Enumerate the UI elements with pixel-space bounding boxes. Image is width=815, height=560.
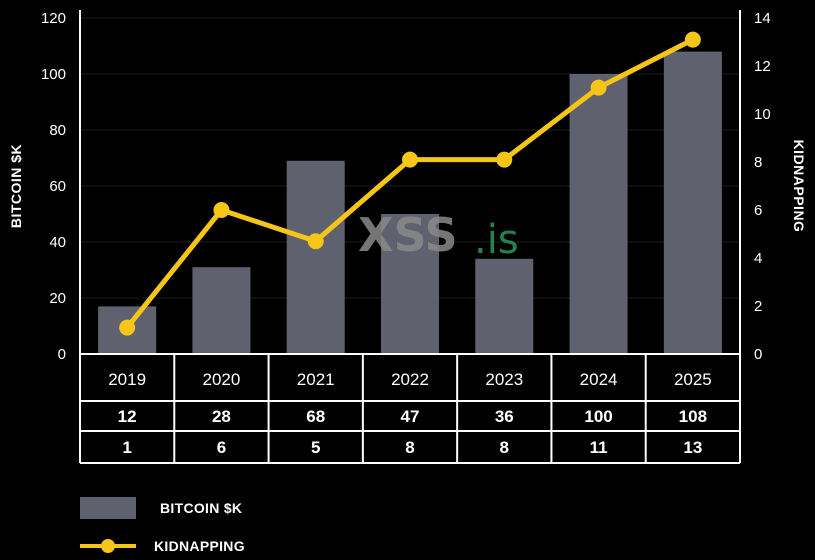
legend-item-kidnapping: KIDNAPPING bbox=[80, 535, 245, 557]
bar bbox=[569, 74, 628, 354]
bar bbox=[286, 160, 345, 354]
kidnapping-value-cell: 8 bbox=[405, 438, 414, 457]
watermark-main: XSS bbox=[358, 208, 458, 262]
y2-tick-label: 8 bbox=[754, 154, 762, 171]
bitcoin-value-cell: 12 bbox=[118, 407, 137, 426]
category-label: 2021 bbox=[297, 370, 335, 389]
line-point bbox=[684, 31, 701, 48]
category-label: 2025 bbox=[674, 370, 712, 389]
bar bbox=[475, 258, 534, 354]
kidnapping-value-cell: 13 bbox=[683, 438, 702, 457]
legend-line-swatch bbox=[80, 535, 136, 557]
y-tick-label: 0 bbox=[58, 346, 66, 363]
line-point bbox=[119, 319, 136, 336]
y-tick-label: 60 bbox=[49, 178, 66, 195]
legend-label-kidnapping: KIDNAPPING bbox=[154, 538, 245, 554]
line-point bbox=[590, 79, 607, 96]
y-tick-label: 20 bbox=[49, 290, 66, 307]
category-label: 2023 bbox=[485, 370, 523, 389]
y2-tick-label: 4 bbox=[754, 250, 762, 267]
y2-tick-label: 2 bbox=[754, 298, 762, 315]
watermark: XSS .is bbox=[358, 208, 519, 263]
bar bbox=[381, 214, 439, 354]
line-point bbox=[307, 233, 324, 250]
bar bbox=[663, 51, 722, 354]
bitcoin-value-cell: 108 bbox=[679, 407, 707, 426]
kidnapping-value-cell: 8 bbox=[500, 438, 509, 457]
bitcoin-value-cell: 68 bbox=[306, 407, 325, 426]
line-point bbox=[213, 202, 230, 218]
kidnapping-value-cell: 6 bbox=[217, 438, 226, 457]
legend-label-bitcoin: BITCOIN $K bbox=[160, 500, 243, 516]
y2-tick-label: 12 bbox=[754, 58, 771, 75]
kidnapping-value-cell: 11 bbox=[590, 438, 608, 457]
bitcoin-value-cell: 28 bbox=[212, 407, 231, 426]
category-label: 2020 bbox=[203, 370, 241, 389]
y2-tick-label: 6 bbox=[754, 202, 762, 219]
kidnapping-value-cell: 1 bbox=[122, 438, 131, 457]
line-point bbox=[496, 151, 513, 168]
kidnapping-value-cell: 5 bbox=[311, 438, 320, 457]
category-label: 2022 bbox=[391, 370, 429, 389]
category-label: 2019 bbox=[108, 370, 146, 389]
y2-tick-label: 14 bbox=[754, 10, 771, 27]
bitcoin-value-cell: 47 bbox=[401, 407, 420, 426]
legend-item-bitcoin: BITCOIN $K bbox=[80, 497, 242, 519]
category-label: 2024 bbox=[580, 370, 618, 389]
y2-axis-title: KIDNAPPING bbox=[791, 140, 807, 233]
y-tick-label: 80 bbox=[49, 122, 66, 139]
y-tick-label: 40 bbox=[49, 234, 66, 251]
y-tick-label: 120 bbox=[41, 10, 66, 27]
watermark-suffix: .is bbox=[474, 217, 519, 263]
bitcoin-value-cell: 36 bbox=[495, 407, 514, 426]
y2-tick-label: 10 bbox=[754, 106, 771, 123]
y-axis-title: BITCOIN $K bbox=[8, 144, 24, 228]
y-tick-label: 100 bbox=[41, 66, 66, 83]
y2-tick-label: 0 bbox=[754, 346, 762, 363]
bitcoin-value-cell: 100 bbox=[584, 407, 612, 426]
line-point bbox=[402, 151, 418, 168]
legend-bar-swatch bbox=[80, 497, 136, 519]
bar bbox=[192, 267, 251, 354]
